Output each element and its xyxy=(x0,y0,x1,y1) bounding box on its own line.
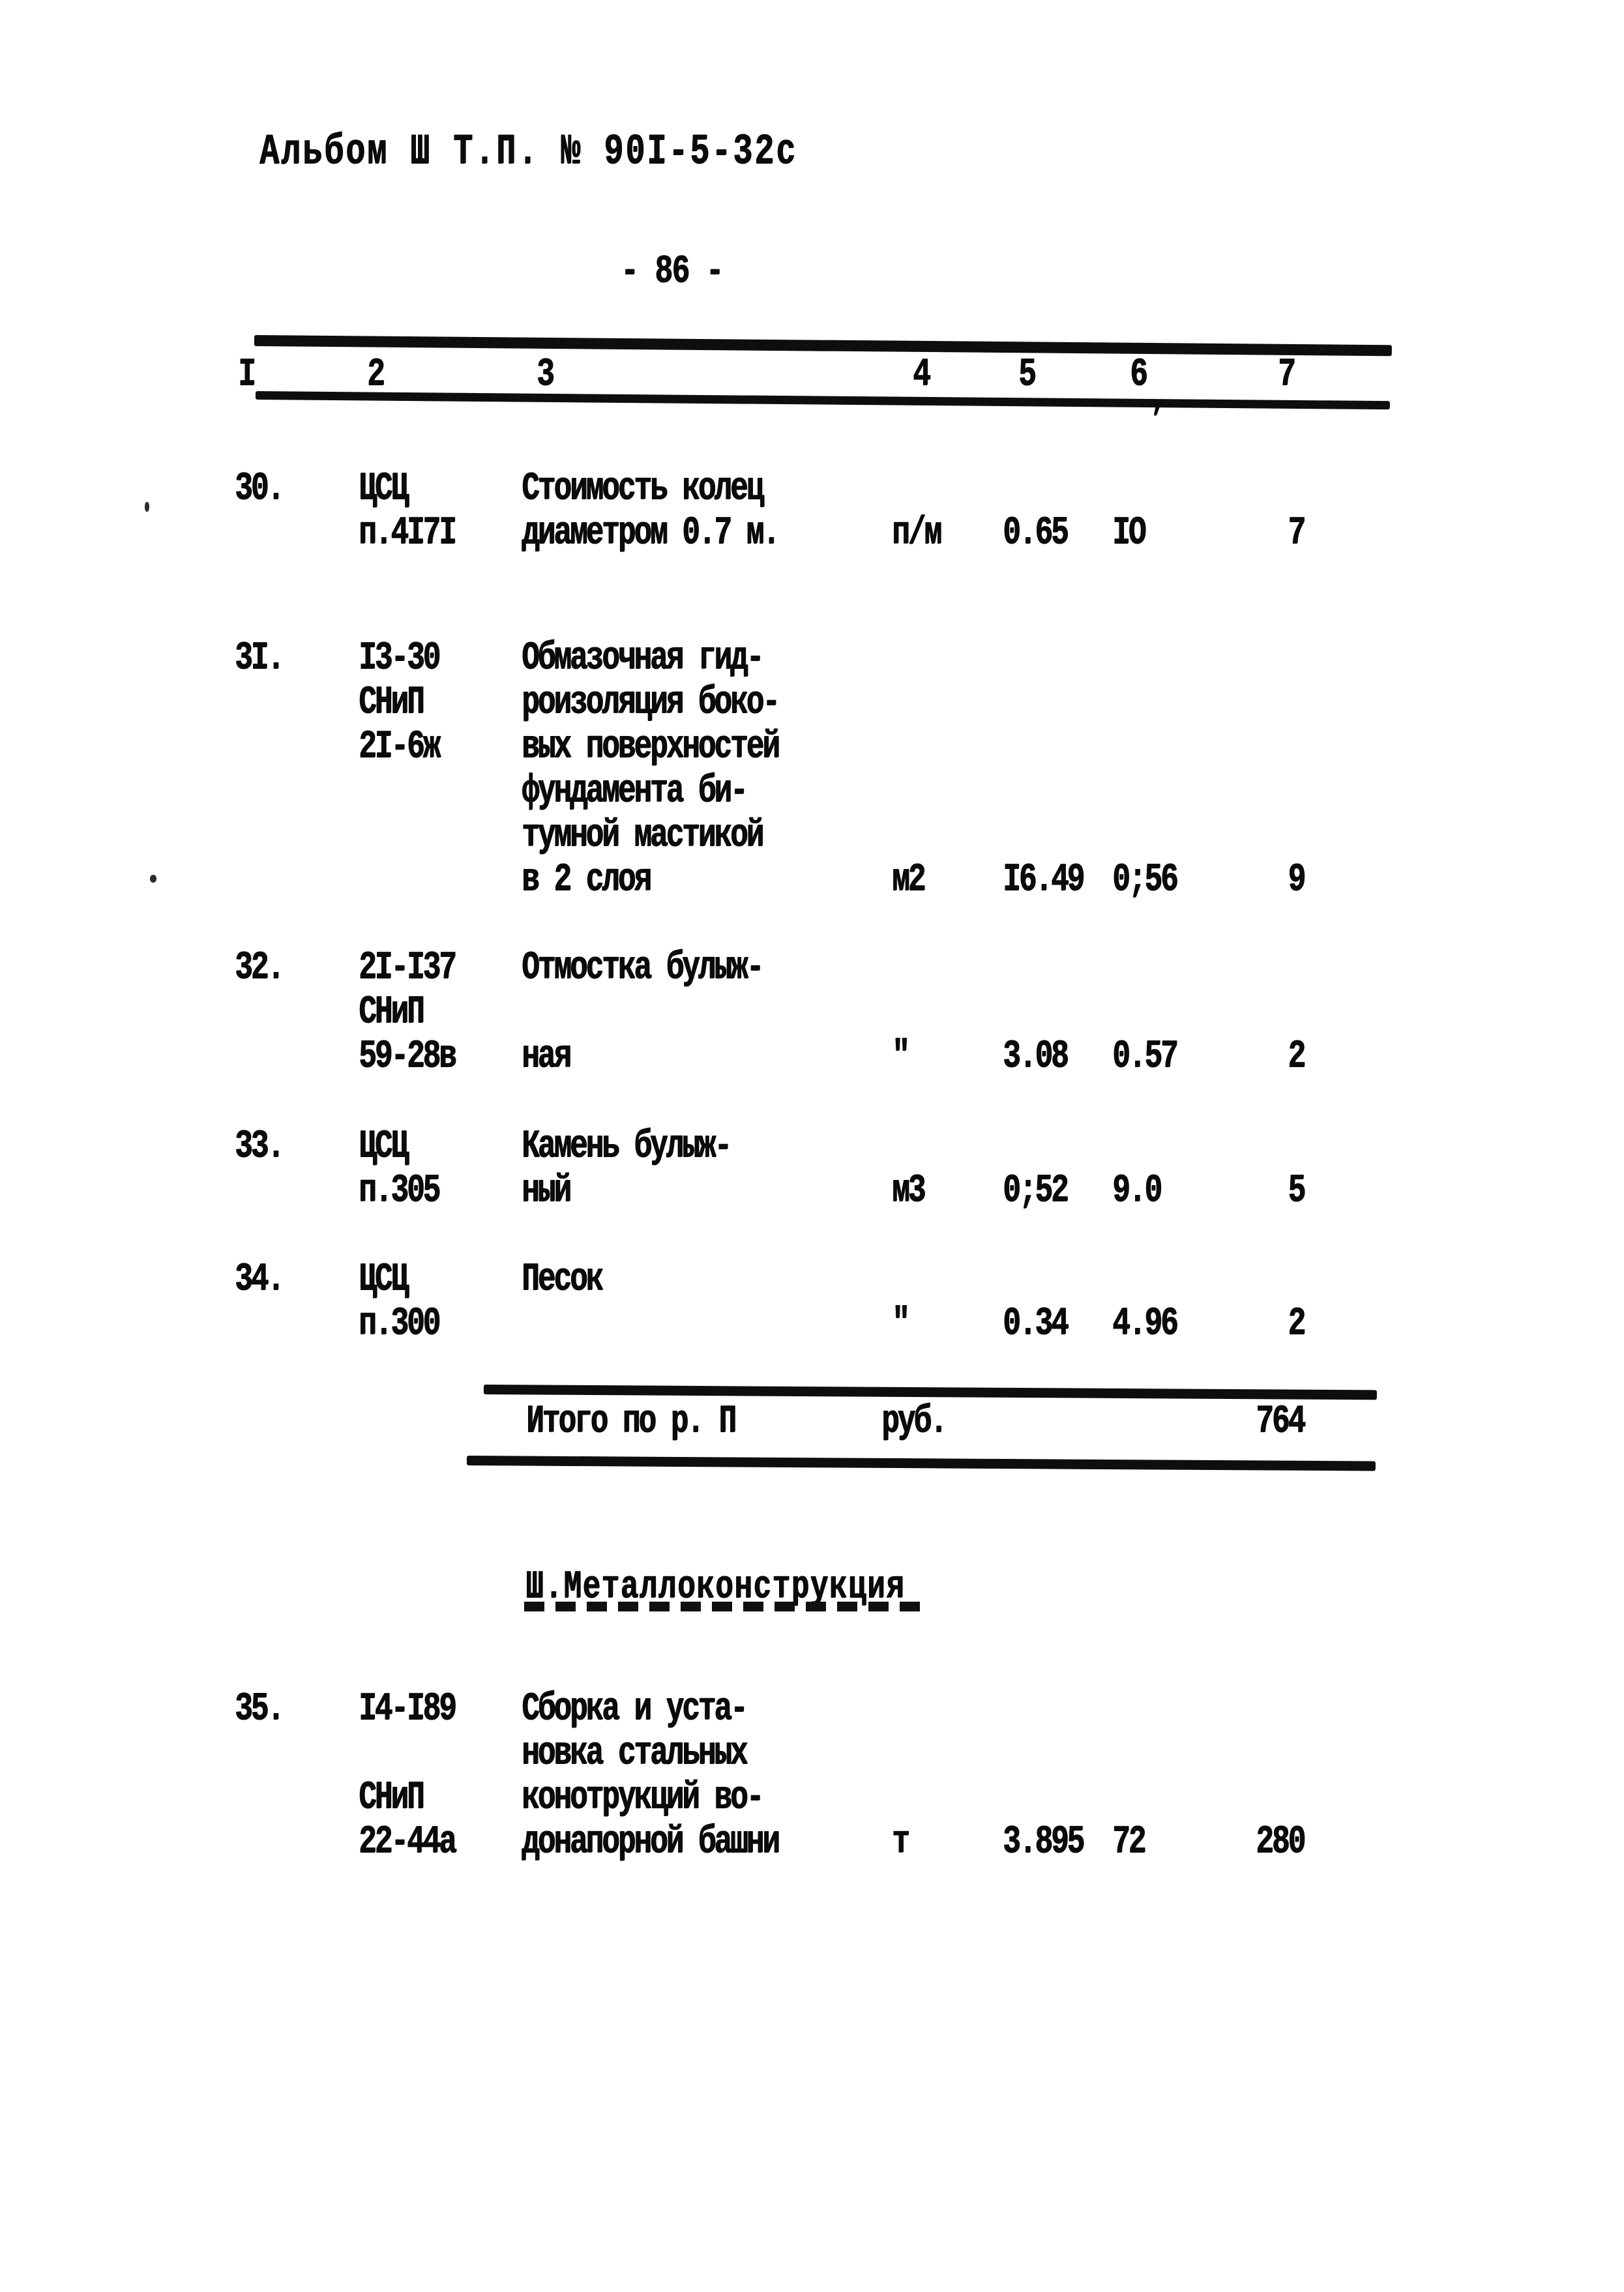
cell-c2: ЦСЦ xyxy=(359,1257,409,1302)
cell-c3: Обмазочная гид- xyxy=(522,636,764,681)
cell-c4: м2 xyxy=(892,857,926,902)
row-number: 30. xyxy=(235,466,285,511)
cell-c5: I6.49 xyxy=(1003,857,1085,902)
cell-c7: 2 xyxy=(1288,1034,1306,1079)
cell-c3: фундамента би- xyxy=(522,769,748,814)
cell-c6: IO xyxy=(1112,510,1146,555)
cell-c6: 72 xyxy=(1112,1819,1146,1864)
cell-c4: м3 xyxy=(892,1168,926,1213)
cell-c2: I3-30 xyxy=(359,636,441,681)
page-number: - 86 - xyxy=(621,249,724,294)
column-header: 4 xyxy=(913,352,931,397)
totals-top-rule xyxy=(483,1385,1377,1400)
section-underline xyxy=(524,1602,926,1611)
table-top-rule xyxy=(254,335,1392,357)
cell-c3: Сборка и уста- xyxy=(522,1686,748,1731)
cell-c3: ная xyxy=(522,1034,572,1079)
cell-c3: ный xyxy=(522,1168,572,1213)
cell-c3: Отмостка булыж- xyxy=(522,945,764,990)
cell-c2: 59-28в xyxy=(359,1034,457,1079)
column-header: I xyxy=(238,352,256,397)
column-header: 7 xyxy=(1278,352,1296,397)
cell-c2: СНиП xyxy=(359,680,424,725)
album-reference: Альбом Ш Т.П. № 90I-5-32с xyxy=(259,128,798,177)
totals-bottom-rule xyxy=(466,1456,1376,1471)
row-number: 34. xyxy=(235,1257,285,1302)
cell-c3: тумной мастикой xyxy=(522,813,764,858)
cell-c5: 0;52 xyxy=(1003,1168,1069,1213)
cell-c6: 9.0 xyxy=(1112,1168,1162,1213)
column-header: 2 xyxy=(367,352,385,397)
cell-c4: п/м xyxy=(892,510,942,555)
cell-c3: вых поверхностей xyxy=(522,724,780,769)
cell-c5: 3.895 xyxy=(1003,1819,1085,1864)
cell-c3: новка стальных xyxy=(522,1731,748,1776)
totals-label: Итого по р. П xyxy=(526,1399,737,1444)
column-header: 5 xyxy=(1018,352,1037,397)
cell-c4: т xyxy=(892,1819,910,1864)
cell-c3: Камень булыж- xyxy=(522,1124,732,1169)
cell-c7: 5 xyxy=(1288,1168,1306,1213)
cell-c3: донапорной башни xyxy=(522,1819,780,1864)
cell-c2: I4-I89 xyxy=(359,1686,457,1731)
totals-value: 764 xyxy=(1256,1399,1306,1444)
cell-c2: п.300 xyxy=(359,1301,441,1346)
scan-speck xyxy=(145,502,149,512)
cell-c2: ЦСЦ xyxy=(359,1124,409,1169)
cell-c3: в 2 слоя xyxy=(522,857,652,902)
cell-c5: 3.08 xyxy=(1003,1034,1069,1079)
row-number: 35. xyxy=(235,1686,285,1731)
cell-c2: п.4I7I xyxy=(359,510,457,555)
row-number: 33. xyxy=(235,1124,285,1169)
cell-c2: СНиП xyxy=(359,990,424,1035)
cell-c2: 22-44а xyxy=(359,1819,457,1864)
table-header-rule xyxy=(255,391,1390,410)
cell-c5: 0.65 xyxy=(1003,510,1069,555)
cell-c7: 7 xyxy=(1288,510,1306,555)
cell-c2: СНиП xyxy=(359,1775,424,1820)
cell-c3: конотрукций во- xyxy=(522,1775,764,1820)
cell-c3: Песок xyxy=(522,1257,604,1302)
cell-c6: 0.57 xyxy=(1112,1034,1178,1079)
column-header: 3 xyxy=(537,352,555,397)
cell-c6: 4.96 xyxy=(1112,1301,1178,1346)
cell-c4: " xyxy=(892,1034,910,1079)
row-number: 3I. xyxy=(235,636,285,681)
cell-c4: " xyxy=(892,1301,910,1346)
column-header: 6 xyxy=(1130,352,1148,397)
cell-c2: 2I-6ж xyxy=(359,724,441,769)
stray-comma-mark: , xyxy=(1151,381,1166,420)
cell-c6: 0;56 xyxy=(1112,857,1178,902)
totals-unit: руб. xyxy=(881,1399,947,1444)
scan-speck xyxy=(150,875,156,883)
cell-c3: диаметром 0.7 м. xyxy=(522,510,780,555)
cell-c2: 2I-I37 xyxy=(359,945,457,990)
cell-c2: ЦСЦ xyxy=(359,466,409,511)
cell-c2: п.305 xyxy=(359,1168,441,1213)
cell-c7: 9 xyxy=(1288,857,1306,902)
cell-c7: 2 xyxy=(1288,1301,1306,1346)
cell-c3: роизоляция боко- xyxy=(522,680,780,725)
cell-c7: 280 xyxy=(1256,1819,1306,1864)
cell-c3: Стоимость колец xyxy=(522,466,764,511)
cell-c5: 0.34 xyxy=(1003,1301,1069,1346)
row-number: 32. xyxy=(235,945,285,990)
